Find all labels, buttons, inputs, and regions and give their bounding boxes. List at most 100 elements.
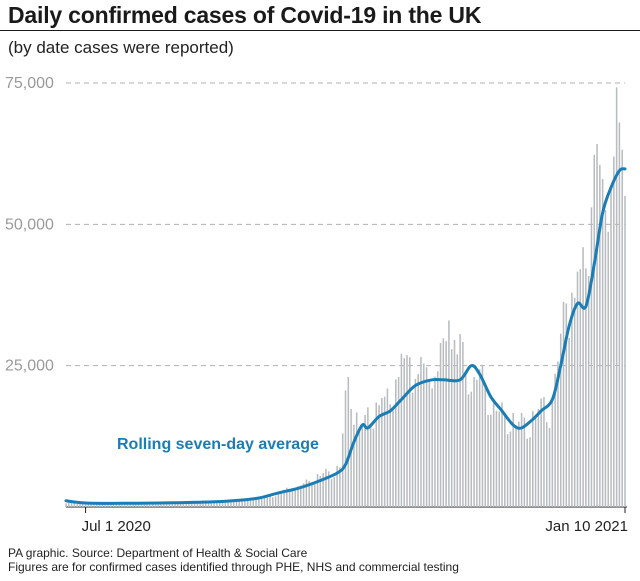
daily-bar: [252, 499, 255, 507]
daily-bar: [347, 376, 350, 507]
daily-bar: [294, 489, 296, 507]
daily-bar: [529, 437, 531, 507]
daily-bar: [160, 502, 162, 507]
daily-bar: [277, 494, 280, 507]
daily-bar: [450, 349, 453, 507]
chart-title: Daily confirmed cases of Covid-19 in the…: [8, 2, 482, 28]
daily-bar: [621, 149, 623, 508]
daily-bar: [364, 415, 366, 507]
daily-bar: [579, 269, 582, 507]
daily-bar: [107, 503, 109, 507]
daily-bar: [249, 499, 252, 507]
daily-bar: [157, 503, 160, 507]
daily-bar: [375, 402, 378, 507]
title-rule: [0, 30, 640, 31]
daily-bar: [554, 373, 556, 507]
daily-bar: [509, 431, 512, 507]
daily-bar: [576, 271, 579, 507]
daily-bar: [132, 503, 134, 507]
daily-bar: [389, 404, 391, 507]
daily-bar: [168, 501, 171, 507]
method-note: Figures are for confirmed cases identifi…: [8, 560, 459, 574]
daily-bar: [291, 491, 294, 507]
daily-bar: [224, 499, 227, 507]
daily-bar: [238, 500, 241, 507]
daily-bar: [109, 503, 112, 507]
daily-bar: [481, 364, 484, 507]
daily-bar: [506, 434, 509, 507]
y-tick-label: 25,000: [5, 358, 54, 375]
daily-bar: [520, 412, 523, 507]
daily-bar: [297, 486, 299, 507]
daily-bar: [473, 377, 475, 507]
daily-bar: [562, 301, 565, 507]
y-tick-label: 75,000: [5, 75, 54, 92]
daily-bar: [548, 427, 551, 507]
daily-bar: [428, 380, 431, 507]
daily-bar: [448, 320, 450, 507]
daily-bar: [515, 425, 517, 507]
daily-bar: [490, 414, 492, 507]
chart-subtitle: (by date cases were reported): [8, 38, 234, 57]
daily-bar: [210, 500, 213, 507]
daily-bar: [207, 500, 210, 507]
daily-bar: [344, 390, 347, 507]
daily-bar: [492, 402, 495, 507]
daily-bar: [453, 339, 456, 507]
daily-bar: [355, 412, 358, 507]
daily-bar: [526, 438, 528, 507]
daily-bar: [95, 503, 98, 507]
daily-bar: [177, 502, 179, 507]
daily-bar: [325, 468, 327, 507]
daily-bar: [456, 354, 459, 507]
y-tick-label: 50,000: [5, 216, 54, 233]
daily-bar: [610, 189, 612, 507]
daily-bar: [470, 391, 473, 507]
daily-bar: [118, 503, 120, 507]
daily-bar: [311, 484, 313, 507]
average-line-annotation: Rolling seven-day average: [117, 436, 319, 453]
daily-bar: [537, 408, 540, 507]
daily-bar: [590, 207, 593, 507]
daily-bar: [316, 474, 319, 507]
daily-bar: [68, 502, 70, 507]
daily-bar: [163, 502, 165, 507]
daily-bar: [495, 410, 498, 507]
daily-bar: [336, 465, 338, 507]
daily-bar: [319, 475, 322, 507]
daily-bar: [221, 500, 224, 507]
daily-bar: [171, 501, 173, 507]
daily-bar: [607, 231, 609, 508]
daily-bar: [512, 413, 514, 507]
daily-bar: [241, 499, 243, 507]
daily-bar: [101, 503, 104, 507]
daily-bar: [165, 502, 168, 507]
daily-bar: [436, 371, 439, 507]
daily-bar: [246, 499, 249, 507]
daily-bar: [188, 501, 190, 507]
chart-footer: PA graphic. Source: Department of Health…: [8, 546, 459, 574]
daily-bar: [425, 367, 428, 507]
daily-bar: [313, 481, 316, 507]
daily-bar: [98, 503, 101, 507]
daily-bar: [140, 502, 143, 507]
daily-bar: [618, 122, 621, 507]
daily-bar: [565, 303, 568, 507]
daily-bar: [260, 498, 263, 507]
daily-bar: [308, 480, 310, 507]
daily-bar: [272, 497, 274, 507]
daily-bar: [571, 292, 573, 507]
daily-bar: [258, 498, 260, 507]
daily-bar: [255, 499, 257, 507]
daily-bar: [596, 144, 598, 507]
daily-bar: [403, 358, 405, 507]
daily-bar: [213, 501, 215, 507]
daily-bar: [151, 502, 154, 507]
daily-bar: [196, 502, 199, 507]
x-tick-label: Jan 10 2021: [545, 518, 628, 535]
daily-bar: [361, 425, 364, 507]
daily-bar: [431, 388, 433, 507]
daily-bar: [467, 394, 470, 507]
daily-bar: [115, 504, 118, 507]
